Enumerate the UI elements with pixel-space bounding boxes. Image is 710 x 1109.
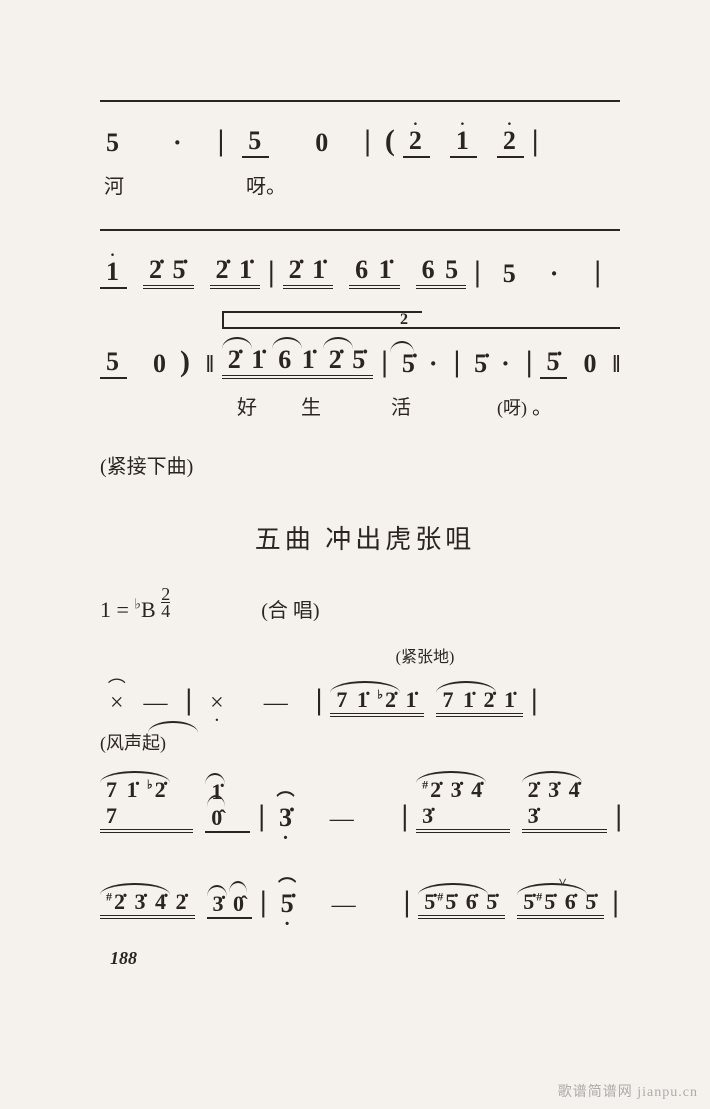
dash: — [134, 690, 178, 717]
note-group: 2̇ 5̇ [143, 255, 194, 289]
wind-direction: (风声起) [100, 729, 630, 755]
note: 5 [497, 259, 524, 289]
barline: | [446, 345, 469, 379]
barline: | [518, 345, 541, 379]
barline: | [604, 885, 627, 919]
paren-open: ( [379, 124, 403, 158]
lyric: 好 [237, 391, 257, 420]
note-group: 5̇#5̇ 6̇ 5̇ [517, 889, 604, 919]
paren-close: ) [174, 345, 198, 379]
barline: | [356, 124, 379, 158]
note: 1· [450, 126, 477, 158]
note-group: 2̇ 1̇ [283, 255, 334, 289]
lyric: (呀) [497, 394, 527, 420]
note-group: 3̇ 0̂ [207, 891, 253, 919]
lyric: 活 [391, 391, 411, 420]
barline: | [178, 683, 201, 717]
notation-s2-line-1: × — | ×. — | 7 1̇ ♭2̇ 1̇ 7 1̇ 2̇ 1̇ | [100, 667, 630, 717]
note: 5̇ [468, 349, 495, 379]
note-group: 1̇ 0̂ [205, 779, 250, 833]
note: 1· [100, 257, 127, 289]
note: 5̇. [275, 889, 302, 919]
note: 5 [100, 128, 127, 158]
key-signature: 1 = ♭B 24 (合 唱) [100, 586, 630, 623]
note-group: 7 1̇ 2̇ 1̇ [436, 687, 523, 717]
voice-label: (合 唱) [261, 600, 319, 622]
note: 2· [497, 126, 524, 158]
note: · [167, 128, 190, 158]
note: · [544, 259, 567, 289]
watermark-text: 歌谱简谱网 jianpu.cn [558, 1081, 698, 1101]
tempo-direction: (紧张地) [220, 643, 630, 667]
key-text: 1 = ♭B [100, 597, 161, 622]
note: · [495, 349, 518, 379]
note: 5̇ [540, 347, 567, 379]
dash: — [320, 806, 364, 833]
note-group: 7 1̇ ♭2̇ 1̇ [330, 687, 424, 717]
barline: | [607, 799, 630, 833]
notation-line-3: 2 5 0 ) ‖ 2̇ 1̇ 6 1̇ 2̇ 5̇ | 5̇ · | 5̇ ·… [100, 329, 630, 379]
note: 5̇ [396, 349, 423, 379]
barline: | [393, 799, 416, 833]
lyric: 呀。 [246, 170, 286, 199]
note: 0 [147, 349, 174, 379]
note-group: 7 1̇ ♭2̇ 7 [100, 777, 193, 833]
x-note: ×. [200, 690, 234, 717]
repeat-start: ‖ [198, 352, 222, 379]
note: 2· [403, 126, 430, 158]
page-number: 188 [110, 948, 137, 969]
barline: | [260, 255, 283, 289]
barline: | [252, 885, 275, 919]
notation-s2-line-2: 7 1̇ ♭2̇ 7 1̇ 0̂ | 3̇. — | #2̇ 3̇ 4̇ 3̇ … [100, 783, 630, 833]
lyric: 生 [301, 391, 321, 420]
barline: | [396, 885, 419, 919]
note-group: #2̇ 3̇ 4̇ 2̇ [100, 889, 195, 919]
repeat-end: ‖ [604, 352, 628, 379]
time-sig: 24 [161, 586, 170, 619]
note: 5 [242, 126, 269, 158]
x-note: × [100, 690, 134, 717]
note-group: 2̇ 5̇ [323, 345, 374, 379]
dash: — [254, 690, 298, 717]
lyrics-line-3: 好 生 活 (呀) 。 [100, 391, 630, 420]
note-group: 2̇ 1̇ [222, 345, 273, 379]
lyrics-line-1: 河 呀。 [100, 170, 630, 199]
lyric: 。 [532, 391, 552, 420]
note-group: 6 5 [416, 255, 467, 289]
notation-s2-line-3: #2̇ 3̇ 4̇ 2̇ 3̇ 0̂ | 5̇. — | 5̇#5̇ 6̇ 5̇… [100, 869, 630, 919]
barline: | [308, 683, 331, 717]
note-group: 6 1̇ [272, 345, 323, 379]
barline: | [523, 683, 546, 717]
note: 3̇. [273, 803, 300, 833]
dash: — [322, 892, 366, 919]
note-group: 2̇ 3̇ 4̇ 3̇ [522, 777, 608, 833]
barline: | [210, 124, 233, 158]
note-group: 6 1̇ [349, 255, 400, 289]
barline: | [586, 255, 609, 289]
note: · [423, 349, 446, 379]
barline: | [524, 124, 547, 158]
note-group: #2̇ 3̇ 4̇ 3̇ [416, 777, 510, 833]
direction-text: (紧接下曲) [100, 450, 630, 479]
barline: | [250, 799, 273, 833]
note: 0 [577, 349, 604, 379]
notation-line-2: 1· 2̇ 5̇ 2̇ 1̇ | 2̇ 1̇ 6 1̇ 6 5 | 5 · | [100, 229, 630, 289]
note-group: 5̇#5̇ 6̇ 5̇ [418, 889, 505, 919]
note-group: 2̇ 1̇ [210, 255, 261, 289]
lyric: 河 [104, 170, 124, 199]
notation-line-1: 5 · | 5 0 | ( 2· 1· 2· | [100, 100, 630, 158]
song-title: 五曲 冲出虎张咀 [100, 519, 630, 556]
note: 0 [309, 128, 336, 158]
note: 5 [100, 347, 127, 379]
barline: | [466, 255, 489, 289]
